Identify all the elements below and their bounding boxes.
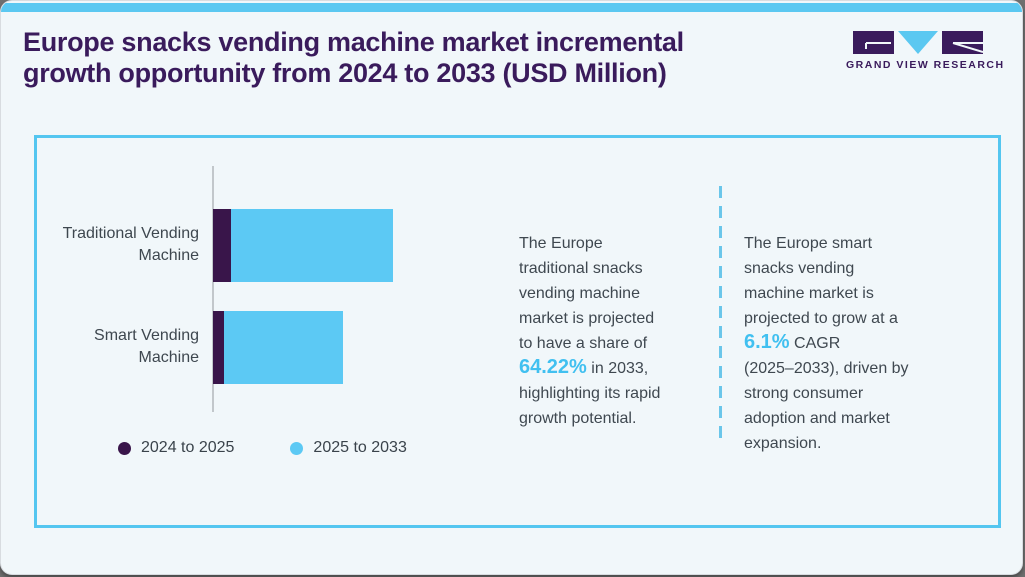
bar-segment-smart-2024-2025 [213, 311, 224, 384]
insight-traditional-text-post: in 2033, highlighting its rapid growth p… [519, 360, 661, 427]
insight-smart-text-pre: The Europe smart snacks vending machine … [744, 235, 898, 327]
chart-panel: Traditional Vending Machine Smart Vendin… [34, 135, 1001, 528]
brand-name: GRAND VIEW RESEARCH [846, 59, 1005, 71]
insight-smart-market: The Europe smart snacks vending machine … [744, 206, 969, 456]
insight-traditional-market: The Europe traditional snacks vending ma… [519, 206, 719, 431]
page-title: Europe snacks vending machine market inc… [23, 27, 684, 88]
bar-segment-smart-2025-2033 [224, 311, 343, 384]
insight-traditional-text-pre: The Europe traditional snacks vending ma… [519, 235, 655, 352]
top-accent-strip [1, 3, 1022, 12]
dashed-divider [719, 186, 722, 438]
legend-label-2024-2025: 2024 to 2025 [141, 439, 235, 456]
insight-smart-text-post: CAGR (2025–2033), driven by strong consu… [744, 335, 909, 452]
bar-traditional-vending-machine [213, 209, 393, 282]
y-axis-line [212, 166, 214, 412]
insight-smart-stat: 6.1% [744, 331, 790, 353]
legend-item-2025-2033: 2025 to 2033 [290, 439, 407, 457]
gvr-logo-icon [853, 31, 983, 54]
legend: 2024 to 2025 2025 to 2033 [118, 435, 407, 461]
legend-item-2024-2025: 2024 to 2025 [118, 439, 234, 457]
legend-label-2025-2033: 2025 to 2033 [313, 439, 407, 456]
legend-dot-2024-2025-icon [118, 441, 131, 455]
category-label-traditional: Traditional Vending Machine [62, 225, 199, 264]
bar-segment-traditional-2024-2025 [213, 209, 231, 282]
category-label-smart: Smart Vending Machine [94, 327, 199, 366]
bar-segment-traditional-2025-2033 [231, 209, 393, 282]
bar-smart-vending-machine [213, 311, 343, 384]
insight-traditional-stat: 64.22% [519, 356, 587, 378]
legend-dot-2025-2033-icon [290, 441, 304, 455]
